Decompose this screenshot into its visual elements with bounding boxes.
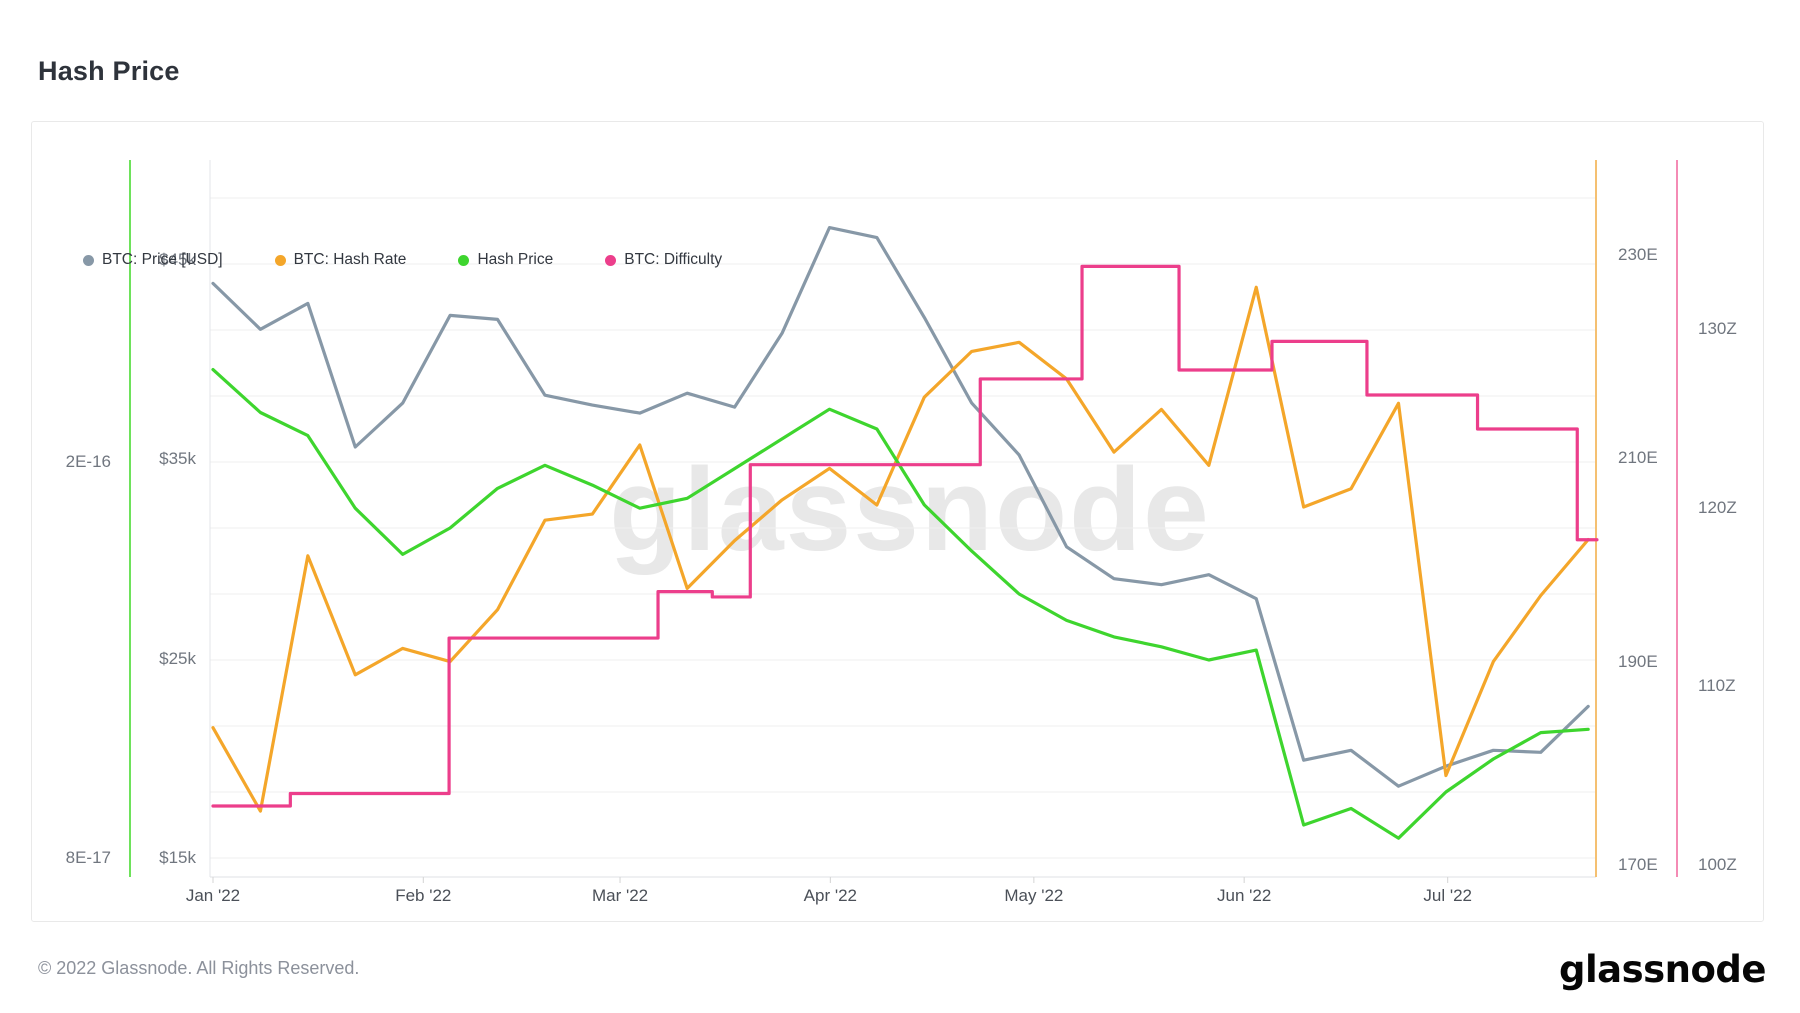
hash-rate-tick-label: 230E (1618, 244, 1658, 264)
difficulty-tick-label: 100Z (1698, 855, 1737, 874)
hash-price-tick-label: 2E-16 (65, 452, 111, 471)
month-label: Feb '22 (395, 886, 452, 905)
month-label: Jun '22 (1217, 886, 1272, 905)
legend-label: BTC: Hash Rate (293, 251, 407, 268)
legend-dot (605, 254, 617, 266)
legend-item-btc-hash-rate[interactable]: BTC: Hash Rate (274, 251, 407, 269)
series-line-btc-difficulty (211, 264, 1599, 808)
chart-legend: BTC: Price [USD] BTC: Hash Rate Hash Price… (83, 251, 722, 269)
legend-item-hash-price[interactable]: Hash Price (458, 251, 553, 269)
chart-card: BTC: Price [USD] BTC: Hash Rate Hash Price… (31, 121, 1764, 922)
hash-rate-tick-label: 210E (1618, 448, 1658, 468)
legend-dot (458, 254, 470, 266)
month-label: Mar '22 (591, 886, 649, 905)
legend-dot (274, 254, 286, 266)
series-line-btc-price-usd (211, 226, 1590, 788)
legend-label: Hash Price (477, 251, 554, 268)
hash-rate-tick-label: 170E (1618, 855, 1658, 874)
price-tick-label: $35k (159, 449, 196, 468)
month-label: May '22 (1004, 886, 1064, 905)
difficulty-tick-label: 110Z (1698, 676, 1736, 696)
hash-price-tick-label: 8E-17 (65, 848, 111, 867)
legend-label: BTC: Difficulty (624, 251, 723, 268)
difficulty-tick-label: 130Z (1698, 318, 1737, 338)
price-tick-label: $45k (159, 249, 196, 269)
month-label: Jan '22 (185, 886, 241, 905)
legend-item-btc-price-usd[interactable]: BTC: Price [USD] (83, 251, 223, 269)
month-label: Jul '22 (1423, 886, 1472, 905)
month-label: Apr '22 (803, 886, 858, 905)
glassnode-logo: glassnode (1558, 948, 1767, 991)
legend-item-btc-difficulty[interactable]: BTC: Difficulty (605, 251, 722, 269)
legend-label: BTC: Price [USD] (102, 251, 223, 268)
price-tick-label: $15k (159, 848, 196, 867)
series-line-hash-price (211, 368, 1590, 840)
price-tick-label: $25k (159, 648, 196, 668)
series-line-btc-hash-rate (211, 285, 1590, 813)
page-title: Hash Price (38, 56, 180, 87)
difficulty-tick-label: 120Z (1698, 497, 1737, 517)
legend-dot (83, 254, 94, 266)
copyright-text: © 2022 Glassnode. All Rights Reserved. (38, 958, 360, 978)
hash-rate-tick-label: 190E (1618, 651, 1658, 671)
